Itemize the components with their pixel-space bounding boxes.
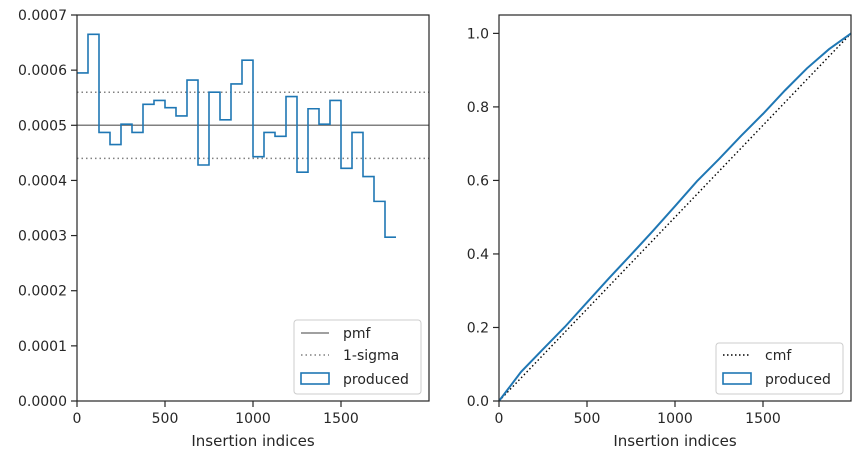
produced-histogram-step [77,33,396,239]
y-tick-label: 0.4 [467,247,489,263]
legend-produced-label-right: produced [765,372,831,388]
x-tick-label: 1000 [657,411,693,427]
x-tick-label: 0 [495,411,504,427]
legend-produced-swatch-right [722,372,752,385]
x-tick-label: 0 [73,411,82,427]
left-x-ticks: 0 500 1000 1500 [73,401,359,427]
legend-produced-label: produced [343,372,409,388]
x-tick-label: 1500 [323,411,359,427]
x-tick-label: 1000 [235,411,271,427]
legend-1-sigma-label: 1-sigma [343,348,399,364]
x-tick-label: 1500 [745,411,781,427]
legend-produced-swatch [300,372,330,385]
x-tick-label: 500 [152,411,179,427]
y-tick-label: 0.0003 [18,229,67,245]
y-tick-label: 0.0007 [18,8,67,24]
y-tick-label: 0.0002 [18,284,67,300]
legend-pmf-label: pmf [343,326,372,342]
y-tick-label: 0.0006 [18,63,67,79]
legend-cmf-label: cmf [765,348,792,364]
y-tick-label: 0.2 [467,320,489,336]
right-legend: cmf produced [715,342,844,395]
left-legend: pmf 1-sigma produced [293,319,422,395]
y-tick-label: 0.0004 [18,173,67,189]
right-legend-box [715,342,844,395]
left-y-ticks: 0.0000 0.0001 0.0002 0.0003 0.0004 0.0005 0.00… [18,8,77,410]
cmf-line [498,32,852,402]
right-x-axis-label: Insertion indices [613,432,736,450]
right-y-ticks: 0.0 0.2 0.4 0.6 0.8 1.0 [467,26,499,410]
y-tick-label: 0.0000 [18,394,67,410]
y-tick-label: 0.8 [467,100,489,116]
produced-cumulative-line [498,32,852,402]
y-tick-label: 0.0 [467,394,489,410]
left-panel: 0 500 1000 1500 0.00000.00010.00020.00030.0… [18,8,430,450]
left-x-axis-label: Insertion indices [191,432,314,450]
y-tick-label: 0.0005 [18,118,67,134]
right-x-ticks: 0 500 1000 1500 [495,401,781,427]
left-legend-box [293,319,422,395]
right-panel: 0 500 1000 1500 0.0 0.2 0.4 0.6 0.8 1.0 Insertio… [467,14,852,450]
y-tick-label: 0.0001 [18,339,67,355]
x-tick-label: 500 [574,411,601,427]
y-tick-label: 0.6 [467,173,489,189]
y-tick-label: 1.0 [467,26,489,42]
